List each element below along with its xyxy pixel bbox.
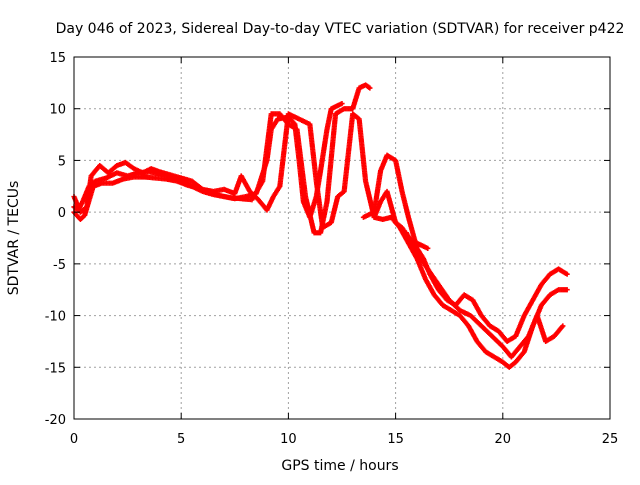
data-point-marker [425, 245, 431, 251]
y-tick-label: 15 [49, 51, 66, 66]
data-point-marker [564, 287, 570, 293]
label-layer: 0 5 10 15 20 25 -20 -15 -10 -5 0 5 10 15 [45, 51, 619, 447]
y-axis-title: SDTVAR / TECUs [6, 181, 22, 296]
x-tick-label: 10 [280, 432, 297, 447]
series-trace-c [71, 82, 373, 236]
y-tick-label: 0 [58, 206, 66, 221]
x-tick-label: 0 [70, 432, 78, 447]
y-tick-label: 5 [58, 154, 66, 169]
data-point-marker [564, 271, 570, 277]
y-tick-label: -20 [45, 413, 66, 428]
series-trace-d [360, 152, 570, 345]
chart-title: Day 046 of 2023, Sidereal Day-to-day VTE… [56, 21, 625, 37]
series-layer [71, 82, 570, 370]
y-tick-label: 10 [49, 103, 66, 118]
y-tick-label: -10 [45, 310, 66, 325]
x-tick-label: 5 [177, 432, 185, 447]
data-point-marker [560, 323, 566, 329]
plot-frame [73, 56, 611, 420]
x-axis-title: GPS time / hours [281, 458, 398, 474]
y-tick-label: -5 [53, 258, 66, 273]
x-tick-label: 25 [602, 432, 619, 447]
y-tick-label: -15 [45, 361, 66, 376]
x-tick-label: 15 [387, 432, 404, 447]
data-point-marker [339, 100, 345, 107]
tick-layer [73, 56, 611, 420]
data-point-marker [367, 85, 373, 91]
x-tick-label: 20 [495, 432, 512, 447]
series-trace-f [403, 230, 566, 360]
